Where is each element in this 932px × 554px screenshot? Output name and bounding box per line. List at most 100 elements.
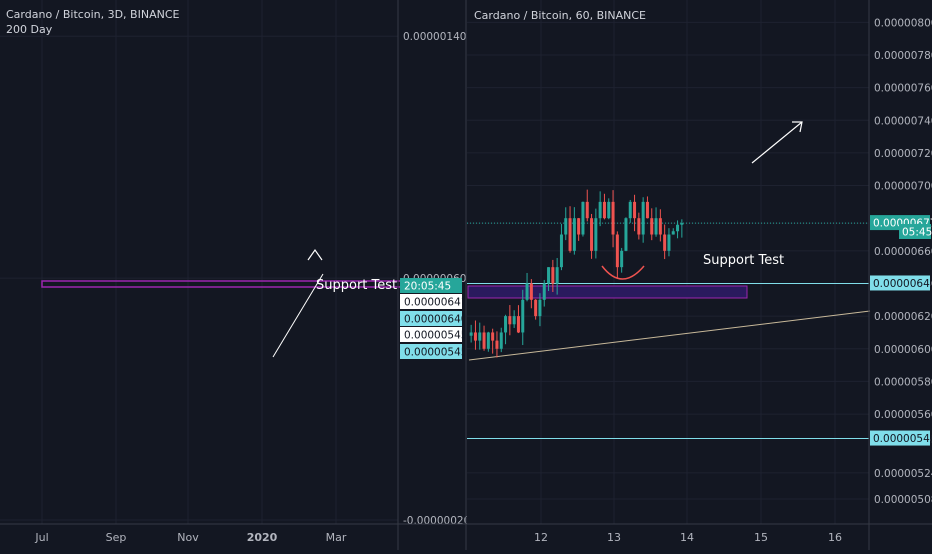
right-y-tick-label: 0.00000508 xyxy=(874,494,932,506)
left-x-tick-label: Nov xyxy=(177,531,199,544)
right-candle-body xyxy=(615,234,619,268)
right-y-tick-label: 0.00000600 xyxy=(874,344,932,356)
right-candle-body xyxy=(594,218,598,251)
right-candle-body xyxy=(555,267,559,284)
right-x-axis[interactable]: 12 13 14 15 16 xyxy=(534,531,842,544)
right-y-tick-label: 0.00000524 xyxy=(874,468,932,480)
right-candle-body xyxy=(581,201,585,235)
right-candle-body xyxy=(633,201,637,219)
right-price-label-bg xyxy=(870,430,930,446)
right-candle-body xyxy=(491,332,495,341)
right-price-label-bg xyxy=(870,275,930,291)
left-arrow-up xyxy=(307,248,323,261)
right-levels xyxy=(467,222,869,440)
left-price-label: 0.00000545 xyxy=(404,330,467,342)
left-price-label-bg xyxy=(400,294,462,309)
right-x-tick-label: 12 xyxy=(534,531,548,544)
right-x-tick-label: 13 xyxy=(607,531,621,544)
right-candle-body xyxy=(641,201,645,235)
right-chart[interactable]: Support Test Cardano / Bitcoin, 60, BINA… xyxy=(467,0,932,544)
left-trendline xyxy=(272,273,324,358)
right-candle-body xyxy=(564,218,568,235)
right-candle-body xyxy=(508,316,512,325)
right-candle-body xyxy=(602,201,606,219)
left-title: Cardano / Bitcoin, 3D, BINANCE xyxy=(6,8,180,21)
right-candle-body xyxy=(482,332,486,349)
left-price-label-bg xyxy=(400,278,462,293)
right-candles xyxy=(469,189,684,358)
right-y-tick-label: 0.00000700 xyxy=(874,181,932,193)
right-x-tick-label: 14 xyxy=(680,531,694,544)
left-price-label-bg xyxy=(400,344,462,359)
right-x-tick-label: 15 xyxy=(754,531,768,544)
right-y-tick-label: 0.00000580 xyxy=(874,376,932,388)
right-candle-body xyxy=(525,283,529,300)
right-candle-body xyxy=(654,218,658,235)
right-price-label-bg xyxy=(899,224,931,239)
left-x-tick-label: Mar xyxy=(326,531,347,544)
right-candle-body xyxy=(620,250,624,268)
left-subtitle: 200 Day xyxy=(6,23,53,36)
right-y-axis[interactable]: 0.00000800 0.00000780 0.00000760 0.00000740… xyxy=(870,17,932,506)
left-x-axis[interactable]: Jul Sep Nov 2020 Mar xyxy=(34,531,346,544)
right-candle-body xyxy=(645,201,649,219)
right-candle-body xyxy=(577,218,581,235)
right-candle-body xyxy=(676,224,680,232)
right-candle-body xyxy=(512,316,516,325)
left-annotation: Support Test xyxy=(316,278,397,293)
left-x-tick-label: 2020 xyxy=(247,531,278,544)
right-y-tick-label: 0.00000780 xyxy=(874,50,932,62)
right-grid xyxy=(467,0,869,524)
left-price-label: 20:05:45 xyxy=(404,281,451,293)
right-candle-body xyxy=(598,201,602,219)
right-candle-body xyxy=(585,201,589,219)
right-y-tick-label: 0.00000760 xyxy=(874,83,932,95)
right-y-tick-label: 0.00000720 xyxy=(874,148,932,160)
right-candle-body xyxy=(473,332,477,341)
left-x-tick-label: Sep xyxy=(106,531,127,544)
left-y-tick-label: 0.00000140 xyxy=(403,31,466,43)
right-candle-body xyxy=(637,218,641,235)
left-x-tick-label: Jul xyxy=(34,531,48,544)
right-candle-body xyxy=(667,234,671,251)
right-candle-body xyxy=(658,218,662,235)
left-chart[interactable]: Support Test Cardano / Bitcoin, 3D, BINA… xyxy=(0,0,470,544)
right-trendline xyxy=(468,310,871,361)
right-price-label: 05:45 xyxy=(902,227,932,239)
right-candle-body xyxy=(680,223,684,225)
right-candle-body xyxy=(624,218,628,251)
right-candle-body xyxy=(499,332,503,349)
right-y-tick-label: 0.00000560 xyxy=(874,409,932,421)
right-candle-body xyxy=(671,231,675,235)
right-arrow-head xyxy=(792,121,803,133)
left-y-axis[interactable]: 0.000015000.000014000.000013000.00001200… xyxy=(400,0,470,527)
right-candle-body xyxy=(559,234,563,268)
left-price-label-bg xyxy=(400,311,462,326)
right-candle-body xyxy=(504,316,508,333)
right-candle-body xyxy=(547,267,551,284)
left-grid xyxy=(0,0,398,524)
right-candle-body xyxy=(521,299,525,333)
right-annotation: Support Test xyxy=(703,253,784,268)
right-y-tick-label: 0.00000800 xyxy=(874,17,932,29)
left-price-label: 0.00000640 xyxy=(404,314,467,326)
right-candle-body xyxy=(469,332,473,336)
right-candle-body xyxy=(538,299,542,317)
right-plot-area[interactable] xyxy=(467,0,869,524)
right-arrow-line xyxy=(751,121,803,164)
left-price-label: 0.00000641 xyxy=(404,297,467,309)
right-price-label: 0.00000545 xyxy=(873,433,932,445)
right-candle-body xyxy=(486,332,490,349)
right-price-label: 0.00000640 xyxy=(873,278,932,290)
right-candle-body xyxy=(663,234,667,251)
right-candle-body xyxy=(516,316,520,333)
right-candle-body xyxy=(551,267,555,284)
left-plot-area[interactable] xyxy=(0,0,398,524)
right-candle-body xyxy=(611,201,615,235)
right-y-tick-label: 0.00000620 xyxy=(874,311,932,323)
right-candle-body xyxy=(590,218,594,251)
right-candle-body xyxy=(542,283,546,300)
left-price-label-bg xyxy=(400,327,462,342)
